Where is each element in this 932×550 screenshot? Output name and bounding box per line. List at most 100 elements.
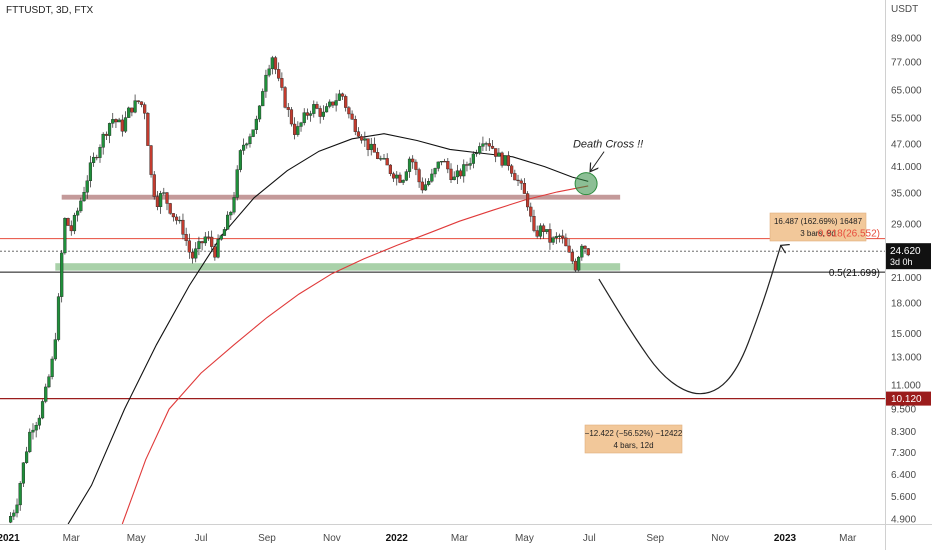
candle-body [363, 138, 367, 141]
last-price-value: 24.620 [890, 246, 921, 257]
candle [474, 149, 479, 157]
candle-body [407, 158, 412, 172]
candle-body [82, 192, 86, 202]
candle-body [462, 164, 466, 177]
x-tick-label: May [127, 533, 146, 544]
y-tick-label: 55.000 [891, 113, 922, 124]
candle-body [430, 173, 434, 182]
candle [53, 332, 57, 361]
candle-body [136, 100, 140, 102]
candle-body [238, 150, 242, 170]
candle-body [120, 119, 124, 132]
candle-body [44, 386, 48, 402]
candle [213, 243, 217, 261]
measure-line2: 4 bars, 12d [613, 441, 653, 450]
candle-body [309, 113, 313, 116]
candle-body [206, 236, 211, 238]
ma-line-1 [121, 185, 589, 524]
level-label-1: 0.5(21.699) [829, 268, 880, 279]
candle-body [219, 235, 223, 240]
candle [462, 159, 466, 183]
candle [104, 131, 108, 141]
candle-body [487, 143, 491, 147]
candle-body [382, 158, 386, 160]
candle [63, 217, 67, 255]
candle-body [85, 180, 89, 193]
candle [360, 134, 364, 144]
candle [238, 149, 242, 173]
candle [251, 129, 255, 138]
candle [165, 192, 169, 211]
candle [82, 186, 86, 202]
candle [439, 161, 444, 166]
y-tick-label: 8.300 [891, 427, 916, 438]
candle [34, 421, 38, 438]
candle [219, 234, 223, 241]
candle-body [72, 214, 77, 232]
y-tick-label: 65.000 [891, 86, 922, 97]
candle-body [494, 148, 498, 157]
x-tick-label: Mar [451, 533, 469, 544]
candle [267, 64, 271, 78]
candle-body [155, 196, 160, 207]
candle-body [92, 156, 96, 163]
candle-body [283, 87, 287, 108]
y-tick-label: 21.000 [891, 273, 922, 284]
candle [471, 151, 475, 169]
candle [331, 101, 335, 108]
candle-body [334, 100, 338, 106]
candle [98, 144, 102, 163]
projection-curve [598, 245, 781, 395]
candle [139, 101, 144, 108]
candle [15, 498, 19, 518]
candle-body [427, 181, 431, 185]
candle-body [522, 183, 527, 194]
candle-body [98, 147, 102, 158]
candle [583, 245, 587, 254]
candle-body [510, 165, 514, 174]
candle [366, 138, 370, 157]
candle-body [321, 111, 325, 117]
y-tick-label: 4.900 [891, 514, 916, 525]
candle-body [312, 104, 316, 114]
candle-body [184, 234, 188, 241]
candle [324, 103, 329, 113]
candle-body [149, 145, 153, 175]
candle-body [529, 206, 533, 217]
candle-body [226, 214, 230, 230]
candle-body [465, 164, 469, 166]
candle-body [187, 240, 191, 253]
candle-body [168, 203, 172, 214]
candle [187, 233, 191, 259]
candle [95, 154, 99, 161]
candle [60, 249, 64, 303]
candle-body [583, 245, 587, 249]
candle [248, 133, 252, 148]
candle [257, 105, 262, 123]
candle-body [293, 123, 297, 135]
candle-body [289, 109, 294, 125]
candle [40, 399, 45, 420]
candle [465, 161, 469, 172]
candle [545, 229, 549, 235]
candle-body [548, 229, 552, 243]
candle-body [257, 105, 262, 120]
candle [69, 220, 73, 236]
candle-body [245, 143, 249, 146]
candle-body [270, 57, 274, 70]
candle [376, 147, 380, 160]
candle-body [411, 158, 415, 163]
y-tick-label: 13.000 [891, 353, 922, 364]
candle-body [420, 181, 424, 191]
y-tick-label: 47.000 [891, 139, 922, 150]
y-tick-label: 6.400 [891, 470, 916, 481]
death-cross-marker [574, 172, 598, 196]
measure-box-bg [769, 212, 867, 242]
chart-title: FTTUSDT, 3D, FTX [6, 5, 94, 16]
candle [573, 258, 578, 273]
candle-body [478, 146, 482, 154]
candle [427, 178, 431, 187]
level-badge-label-2: 10.120 [891, 394, 922, 405]
candle-body [391, 173, 396, 179]
